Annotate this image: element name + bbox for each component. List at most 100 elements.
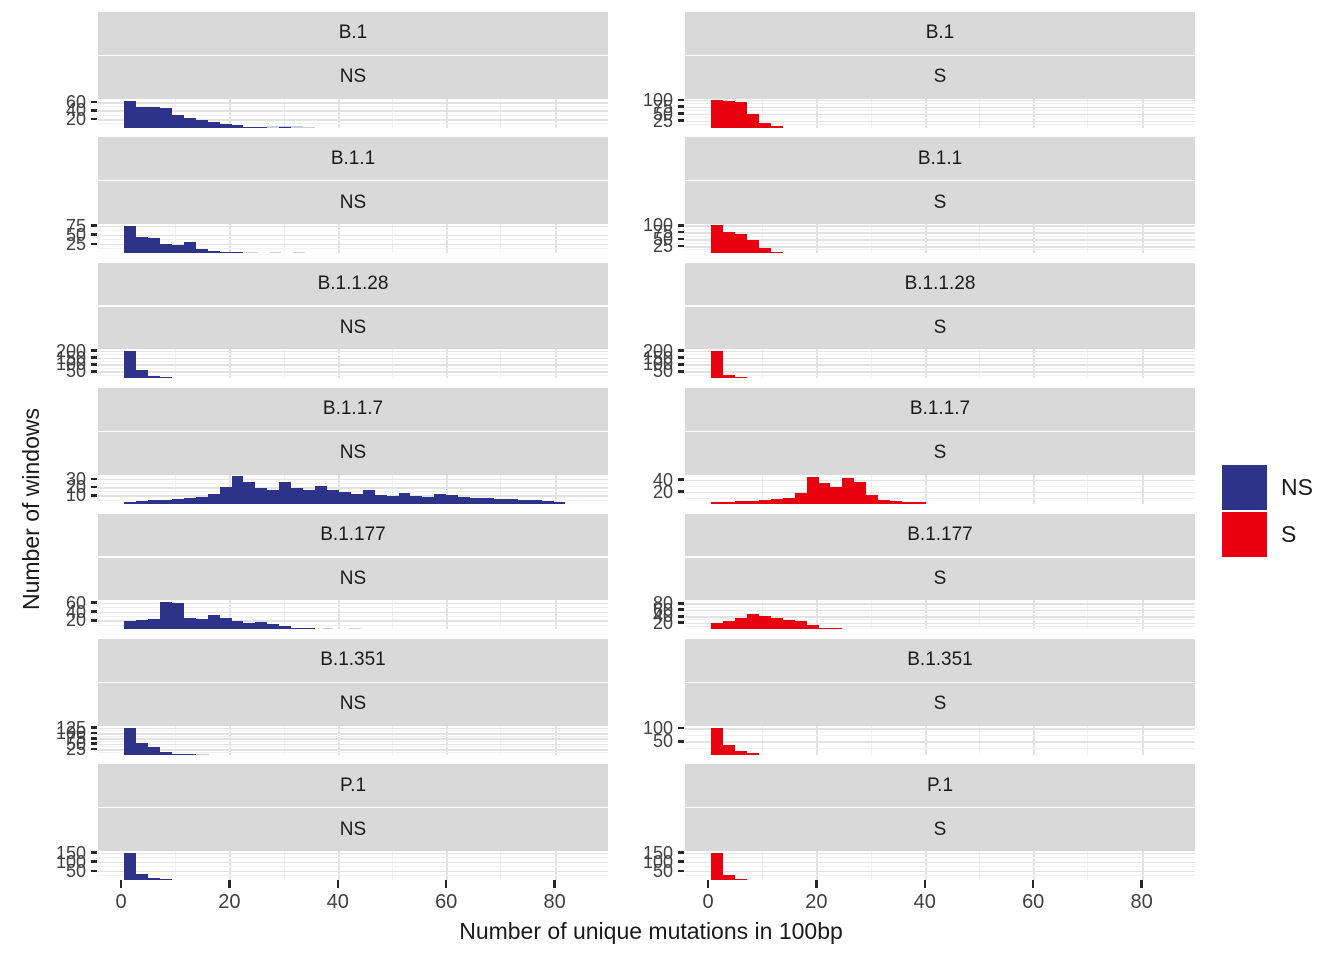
histogram-bar-faint xyxy=(321,627,334,630)
gridline-h-major xyxy=(98,478,608,481)
gridline-h-minor xyxy=(98,491,608,493)
histogram-bar xyxy=(711,728,724,755)
gridline-h-major xyxy=(685,225,1195,227)
gridline-h-minor xyxy=(685,374,1195,376)
gridline-h-minor xyxy=(685,875,1195,877)
gridline-v-major xyxy=(229,600,232,630)
gridline-v-minor xyxy=(870,474,872,504)
histogram-bar xyxy=(806,625,819,630)
histogram-bar xyxy=(255,622,268,630)
histogram-bar xyxy=(219,251,232,253)
histogram-bar xyxy=(747,753,759,755)
x-tick-label: 80 xyxy=(543,890,566,913)
facet-panel xyxy=(685,349,1195,379)
gridline-v-minor xyxy=(870,600,872,630)
y-tick-label: 100 xyxy=(642,89,673,110)
y-tick-mark xyxy=(678,490,684,493)
legend-swatch-s xyxy=(1222,512,1267,557)
histogram-bar xyxy=(148,500,161,504)
facet-strip-lineage: B.1.351 xyxy=(98,639,608,682)
gridline-v-major xyxy=(446,98,449,128)
gridline-h-major xyxy=(685,622,1195,625)
histogram-bar xyxy=(747,500,759,504)
histogram-bar xyxy=(758,247,771,253)
gridline-h-minor xyxy=(98,746,608,748)
gridline-v-minor xyxy=(979,223,980,253)
gridline-v-major xyxy=(924,850,927,880)
gridline-h-major xyxy=(685,371,1195,373)
gridline-h-major xyxy=(98,861,608,864)
gridline-v-major xyxy=(1033,600,1036,630)
histogram-bar xyxy=(854,481,867,504)
histogram-bar-faint xyxy=(196,753,209,755)
facet-strip-series: S xyxy=(685,432,1195,475)
histogram-bar xyxy=(124,727,137,755)
gridline-h-major xyxy=(685,106,1195,109)
y-tick-mark xyxy=(91,747,97,751)
gridline-h-major xyxy=(685,609,1195,612)
y-axis-title: Number of windows xyxy=(18,408,44,610)
gridline-v-minor xyxy=(979,850,980,880)
x-tick-mark xyxy=(1140,879,1143,888)
histogram-bar xyxy=(243,126,256,128)
gridline-h-major xyxy=(98,738,608,740)
y-tick-label: 100 xyxy=(55,354,86,375)
gridline-v-minor xyxy=(175,474,177,504)
gridline-v-minor xyxy=(870,349,872,379)
facet-panel xyxy=(685,725,1195,755)
y-tick-mark xyxy=(91,477,97,481)
x-tick-label: 60 xyxy=(1022,890,1045,913)
y-tick-mark xyxy=(91,726,97,729)
histogram-bar xyxy=(735,233,748,253)
gridline-v-minor xyxy=(1087,474,1089,504)
histogram-bar xyxy=(723,101,736,128)
histogram-bar xyxy=(124,852,137,880)
histogram-bar xyxy=(794,621,807,630)
gridline-h-major xyxy=(98,487,608,489)
histogram-bar xyxy=(291,627,304,630)
x-tick-mark xyxy=(706,879,710,888)
histogram-bar xyxy=(160,243,172,253)
histogram-bar xyxy=(723,374,736,379)
histogram-bar-faint xyxy=(267,125,280,128)
gridline-v-major xyxy=(554,98,557,128)
histogram-bar xyxy=(136,236,149,253)
gridline-h-minor xyxy=(98,607,608,609)
y-tick-mark xyxy=(91,356,97,359)
gridline-v-minor xyxy=(762,349,764,379)
histogram-bar xyxy=(470,497,482,504)
gridline-h-minor xyxy=(685,625,1195,627)
y-tick-label: 50 xyxy=(65,860,86,881)
histogram-bar xyxy=(723,501,736,504)
histogram-bar xyxy=(160,377,172,379)
y-tick-label: 40 xyxy=(652,606,673,627)
y-tick-label: 75 xyxy=(652,96,673,117)
gridline-v-major xyxy=(1141,850,1144,880)
legend-label-ns: NS xyxy=(1281,474,1313,500)
gridline-h-major xyxy=(98,225,608,228)
gridline-v-minor xyxy=(762,725,764,755)
gridline-h-minor xyxy=(98,735,608,737)
gridline-h-major xyxy=(98,852,608,855)
gridline-v-major xyxy=(1141,474,1144,504)
gridline-h-major xyxy=(98,727,608,730)
gridline-v-minor xyxy=(500,474,502,504)
y-tick-label: 100 xyxy=(642,718,673,739)
histogram-bar xyxy=(148,747,161,755)
gridline-v-minor xyxy=(870,850,872,880)
gridline-h-minor xyxy=(98,239,608,241)
histogram-bar xyxy=(124,621,137,630)
y-tick-label: 150 xyxy=(55,347,86,368)
y-tick-mark xyxy=(678,602,684,605)
gridline-h-minor xyxy=(98,248,608,250)
x-tick-label: 40 xyxy=(326,890,349,913)
gridline-v-major xyxy=(554,349,557,379)
y-tick-mark xyxy=(91,869,97,873)
gridline-h-major xyxy=(98,749,608,751)
x-tick-mark xyxy=(444,879,448,888)
gridline-h-major xyxy=(685,357,1195,360)
gridline-v-minor xyxy=(979,725,980,755)
histogram-bar xyxy=(553,502,566,504)
histogram-bar xyxy=(171,753,184,755)
